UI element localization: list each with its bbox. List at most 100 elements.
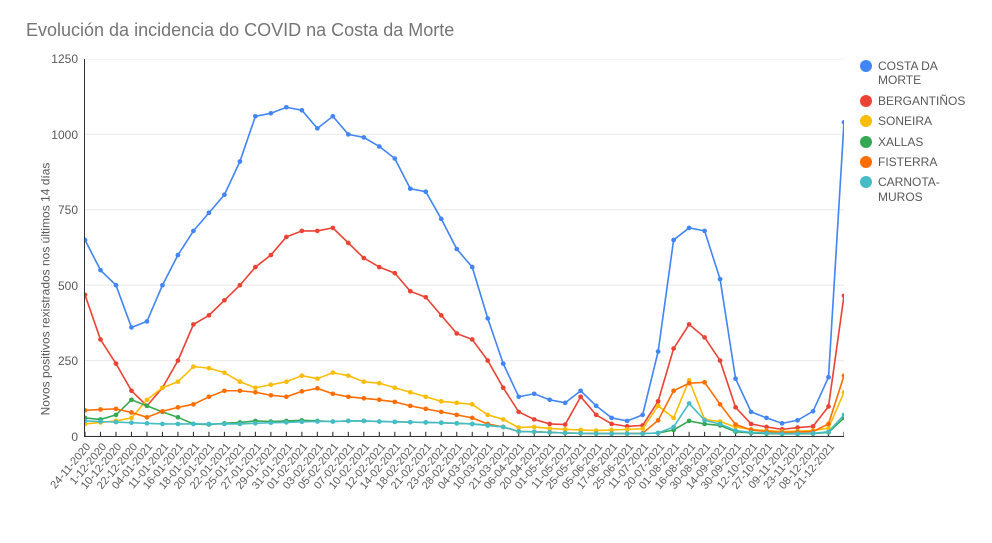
data-point — [222, 388, 227, 393]
data-point — [268, 253, 273, 258]
data-point — [253, 265, 258, 270]
data-point — [284, 235, 289, 240]
data-point — [85, 408, 87, 413]
data-point — [811, 409, 816, 414]
data-point — [656, 431, 661, 436]
data-point — [547, 398, 552, 403]
data-point — [238, 379, 243, 384]
data-point — [764, 416, 769, 421]
data-point — [485, 413, 490, 418]
data-point — [780, 421, 785, 426]
plot-area — [84, 59, 844, 437]
data-point — [501, 385, 506, 390]
data-point — [687, 401, 692, 406]
legend-label: XALLAS — [878, 135, 923, 149]
data-point — [160, 385, 165, 390]
data-point — [98, 407, 103, 412]
data-point — [85, 238, 87, 243]
data-point — [780, 431, 785, 436]
data-point — [160, 422, 165, 427]
data-point — [640, 426, 645, 431]
data-point — [826, 429, 831, 434]
series-line — [85, 107, 844, 423]
data-point — [702, 229, 707, 234]
legend-item: CARNOTA-MUROS — [860, 175, 972, 204]
data-point — [625, 431, 630, 436]
data-point — [470, 265, 475, 270]
data-point — [392, 271, 397, 276]
data-point — [85, 293, 87, 298]
data-point — [733, 422, 738, 427]
data-point — [671, 388, 676, 393]
data-point — [299, 108, 304, 113]
data-point — [98, 419, 103, 424]
data-point — [346, 419, 351, 424]
data-point — [129, 388, 134, 393]
data-point — [423, 420, 428, 425]
legend-dot-icon — [860, 115, 872, 127]
data-point — [330, 114, 335, 119]
legend-dot-icon — [860, 176, 872, 188]
data-point — [315, 229, 320, 234]
legend-label: BERGANTIÑOS — [878, 94, 965, 108]
data-point — [392, 385, 397, 390]
series-line — [85, 367, 844, 432]
y-tick-label: 1250 — [51, 52, 78, 66]
data-point — [176, 415, 181, 420]
data-point — [547, 426, 552, 431]
data-point — [160, 283, 165, 288]
data-point — [377, 144, 382, 149]
data-point — [346, 241, 351, 246]
data-point — [439, 313, 444, 318]
data-point — [315, 126, 320, 131]
data-point — [98, 337, 103, 342]
data-point — [222, 298, 227, 303]
data-point — [408, 289, 413, 294]
data-point — [377, 398, 382, 403]
data-point — [191, 364, 196, 369]
data-point — [563, 401, 568, 406]
data-point — [470, 422, 475, 427]
data-point — [160, 409, 165, 414]
data-point — [733, 428, 738, 433]
data-point — [687, 322, 692, 327]
legend-item: BERGANTIÑOS — [860, 94, 972, 108]
data-point — [671, 346, 676, 351]
data-point — [176, 358, 181, 363]
y-tick-label: 750 — [58, 203, 78, 217]
data-point — [640, 431, 645, 436]
data-point — [392, 420, 397, 425]
legend-label: CARNOTA-MUROS — [878, 175, 972, 204]
data-point — [718, 358, 723, 363]
data-point — [392, 156, 397, 161]
data-point — [485, 423, 490, 428]
data-point — [532, 429, 537, 434]
x-axis-row: 24-11-20201-12-202010-12-202022-12-20200… — [44, 437, 972, 519]
data-point — [516, 425, 521, 430]
data-point — [842, 390, 844, 395]
data-point — [501, 417, 506, 422]
data-point — [718, 277, 723, 282]
legend-label: SONEIRA — [878, 114, 932, 128]
data-point — [532, 391, 537, 396]
data-point — [191, 402, 196, 407]
data-point — [609, 422, 614, 427]
data-point — [207, 366, 212, 371]
data-point — [238, 388, 243, 393]
data-point — [392, 400, 397, 405]
data-point — [656, 399, 661, 404]
legend-dot-icon — [860, 60, 872, 72]
data-point — [315, 386, 320, 391]
data-point — [315, 419, 320, 424]
data-point — [222, 192, 227, 197]
data-point — [129, 398, 134, 403]
legend-label: FISTERRA — [878, 155, 937, 169]
data-point — [238, 159, 243, 164]
data-point — [330, 391, 335, 396]
data-point — [578, 394, 583, 399]
data-point — [346, 132, 351, 137]
legend-label: COSTA DA MORTE — [878, 59, 972, 88]
data-point — [563, 431, 568, 436]
data-point — [485, 316, 490, 321]
legend-item: COSTA DA MORTE — [860, 59, 972, 88]
